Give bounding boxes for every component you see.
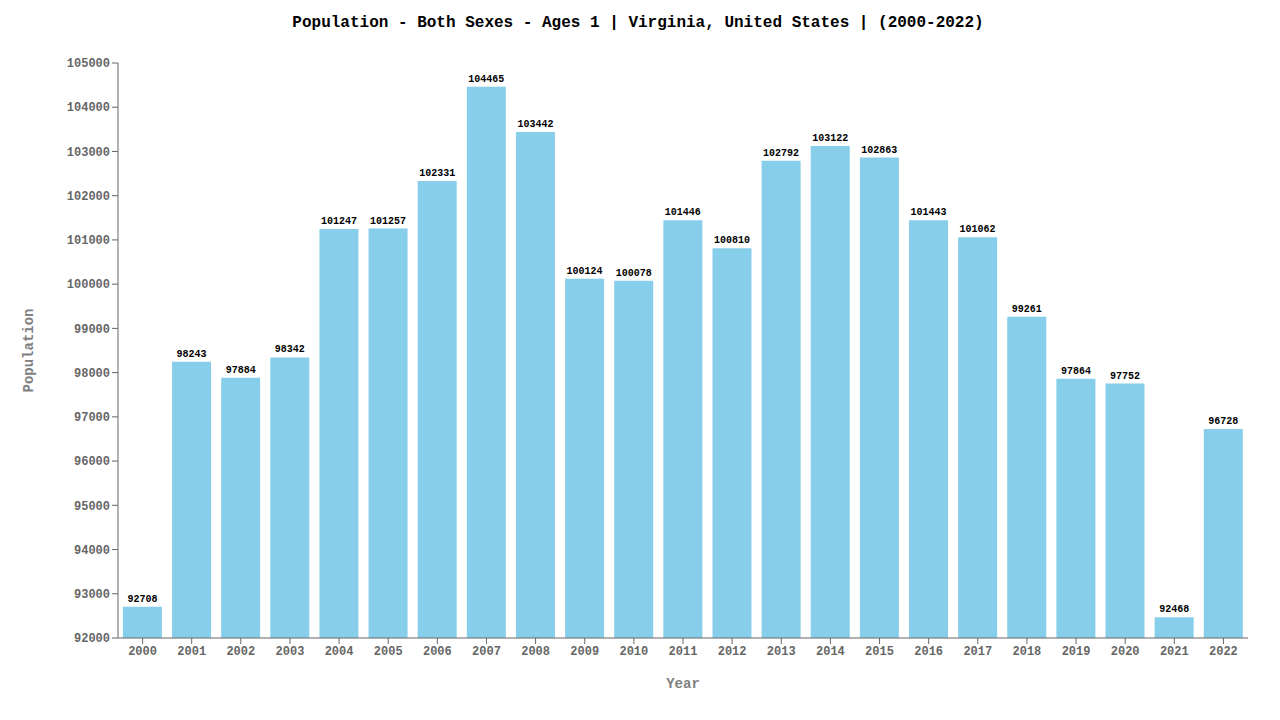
svg-text:2020: 2020 [1111, 645, 1140, 659]
svg-text:2015: 2015 [865, 645, 894, 659]
svg-text:94000: 94000 [74, 544, 110, 558]
svg-text:100078: 100078 [616, 268, 652, 279]
svg-text:Year: Year [666, 676, 700, 692]
svg-text:96000: 96000 [74, 455, 110, 469]
svg-text:96728: 96728 [1208, 416, 1238, 427]
svg-text:100810: 100810 [714, 235, 750, 246]
svg-text:97752: 97752 [1110, 371, 1140, 382]
html-text:Population - Both Sexes - Ages: Population - Both Sexes - Ages 1 | Virgi… [292, 14, 984, 32]
svg-text:93000: 93000 [74, 588, 110, 602]
svg-text:102000: 102000 [67, 190, 110, 204]
svg-text:92708: 92708 [127, 594, 157, 605]
svg-text:2007: 2007 [472, 645, 501, 659]
svg-text:2022: 2022 [1209, 645, 1238, 659]
svg-text:2018: 2018 [1013, 645, 1042, 659]
svg-text:2010: 2010 [619, 645, 648, 659]
svg-text:2003: 2003 [276, 645, 305, 659]
svg-text:2016: 2016 [914, 645, 943, 659]
svg-text:2011: 2011 [669, 645, 698, 659]
svg-text:99261: 99261 [1012, 304, 1042, 315]
svg-text:101446: 101446 [665, 207, 701, 218]
svg-text:103122: 103122 [812, 133, 848, 144]
svg-text:95000: 95000 [74, 500, 110, 514]
svg-text:102331: 102331 [419, 168, 455, 179]
svg-text:100000: 100000 [67, 278, 110, 292]
svg-text:98243: 98243 [177, 349, 207, 360]
svg-text:2008: 2008 [521, 645, 550, 659]
svg-text:97000: 97000 [74, 411, 110, 425]
svg-text:101247: 101247 [321, 216, 357, 227]
svg-text:2000: 2000 [128, 645, 157, 659]
svg-text:104000: 104000 [67, 101, 110, 115]
svg-text:Population: Population [21, 308, 37, 392]
svg-text:100124: 100124 [567, 266, 603, 277]
svg-text:2021: 2021 [1160, 645, 1189, 659]
svg-text:2009: 2009 [570, 645, 599, 659]
svg-text:98000: 98000 [74, 367, 110, 381]
svg-text:104465: 104465 [468, 74, 504, 85]
svg-text:101062: 101062 [960, 224, 996, 235]
svg-text:92000: 92000 [74, 632, 110, 646]
svg-text:2004: 2004 [325, 645, 354, 659]
svg-text:103442: 103442 [517, 119, 553, 130]
svg-text:101000: 101000 [67, 234, 110, 248]
svg-text:103000: 103000 [67, 146, 110, 160]
svg-text:2006: 2006 [423, 645, 452, 659]
svg-text:92468: 92468 [1159, 604, 1189, 615]
svg-text:102792: 102792 [763, 148, 799, 159]
svg-text:101257: 101257 [370, 216, 406, 227]
svg-text:102863: 102863 [861, 145, 897, 156]
svg-text:2002: 2002 [226, 645, 255, 659]
svg-text:2019: 2019 [1062, 645, 1091, 659]
svg-text:2017: 2017 [963, 645, 992, 659]
svg-text:105000: 105000 [67, 57, 110, 71]
svg-text:2014: 2014 [816, 645, 845, 659]
svg-text:2001: 2001 [177, 645, 206, 659]
svg-text:2012: 2012 [718, 645, 747, 659]
svg-text:101443: 101443 [910, 207, 946, 218]
svg-text:2005: 2005 [374, 645, 403, 659]
svg-text:99000: 99000 [74, 323, 110, 337]
svg-text:97864: 97864 [1061, 366, 1091, 377]
svg-text:2013: 2013 [767, 645, 796, 659]
svg-text:97884: 97884 [226, 365, 256, 376]
svg-text:98342: 98342 [275, 344, 305, 355]
